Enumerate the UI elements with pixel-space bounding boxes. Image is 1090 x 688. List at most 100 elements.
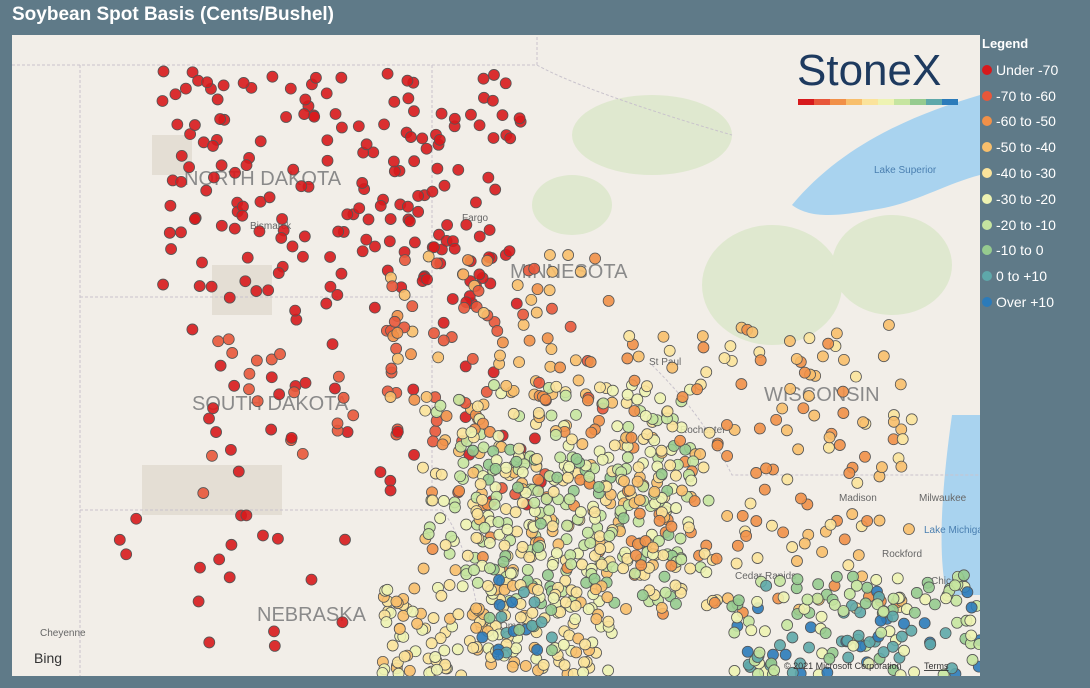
basis-point [670,502,682,514]
basis-point [823,652,836,665]
legend-item[interactable]: -20 to -10 [982,212,1058,238]
basis-point [489,463,502,475]
basis-point [193,280,206,292]
basis-point [390,595,403,608]
legend-item[interactable]: -60 to -50 [982,109,1058,135]
basis-point [484,562,496,575]
basis-point [378,118,390,131]
legend-item[interactable]: -40 to -30 [982,160,1058,186]
basis-point [611,420,624,433]
basis-point [602,295,615,307]
basis-point [254,135,267,148]
basis-point [472,285,485,297]
basis-point [481,254,494,267]
basis-point [285,431,298,444]
basis-point [488,69,500,81]
basis-point [434,512,447,525]
basis-point [594,381,606,394]
basis-point [183,161,195,174]
basis-point [852,629,865,642]
legend-item[interactable]: -10 to 0 [982,238,1058,264]
basis-point [130,512,143,525]
basis-point [694,448,706,460]
basis-point [543,284,556,297]
basis-point [510,297,523,310]
basis-point [408,393,421,406]
basis-point [296,447,309,460]
basis-point [850,370,862,383]
legend: Legend Under -70 -70 to -60 -60 to -50 -50 … [982,36,1058,315]
basis-point [449,564,462,577]
basis-point [887,592,900,605]
basis-point [698,547,711,560]
basis-point [703,426,716,439]
basis-point [417,461,429,474]
basis-point [399,254,411,267]
basis-point [326,338,339,351]
basis-point [846,508,859,520]
basis-point [386,280,399,293]
basis-point [171,118,184,131]
basis-point [663,344,676,357]
place-label: Rochester [680,425,726,436]
basis-point [308,110,321,123]
basis-point [923,581,935,594]
basis-point [708,596,721,609]
basis-point [620,603,632,615]
legend-label: 0 to +10 [996,268,1047,285]
logo-bar-segment [878,99,894,105]
legend-label: -20 to -10 [996,216,1056,233]
legend-item[interactable]: -30 to -20 [982,186,1058,212]
basis-point [388,165,401,178]
basis-point [491,325,504,337]
basis-point [583,470,596,483]
basis-point [632,350,645,363]
logo-bar-segment [910,99,926,105]
legend-item[interactable]: Under -70 [982,57,1058,83]
basis-point [523,551,536,564]
basis-point [554,451,567,464]
legend-label: -40 to -30 [996,165,1056,182]
basis-point [964,614,977,627]
basis-point [406,300,419,313]
basis-point [356,177,369,189]
basis-point [790,353,803,365]
basis-point [336,616,349,629]
basis-point [886,640,899,653]
basis-point [470,531,483,544]
basis-point [658,570,671,583]
basis-point [786,631,799,644]
basis-point [203,636,216,649]
basis-point [420,391,433,403]
basis-point [561,519,573,532]
basis-point [347,409,360,422]
basis-point [157,278,169,291]
basis-point [402,92,415,105]
legend-item[interactable]: 0 to +10 [982,263,1058,289]
basis-point [666,420,679,433]
basis-point [821,666,834,676]
basis-point [838,354,850,366]
basis-point [786,666,799,676]
basis-point [786,541,799,553]
basis-point [321,134,334,147]
basis-point [545,409,558,422]
basis-point [711,439,724,452]
terms[interactable]: Terms [924,661,949,671]
legend-item[interactable]: -70 to -60 [982,83,1058,109]
basis-point [570,452,583,465]
title: Soybean Spot Basis (Cents/Bushel) [12,4,335,25]
basis-point [563,461,576,473]
logo-bar-segment [942,99,958,105]
legend-swatch [982,168,992,179]
legend-item[interactable]: -50 to -40 [982,134,1058,160]
basis-point [545,343,558,356]
legend-swatch [982,64,992,75]
basis-point [457,268,470,281]
basis-point [493,598,506,611]
basis-point [783,335,796,347]
legend-item[interactable]: Over +10 [982,289,1058,315]
basis-point [482,580,494,592]
basis-point [697,461,710,474]
basis-point [559,596,572,609]
